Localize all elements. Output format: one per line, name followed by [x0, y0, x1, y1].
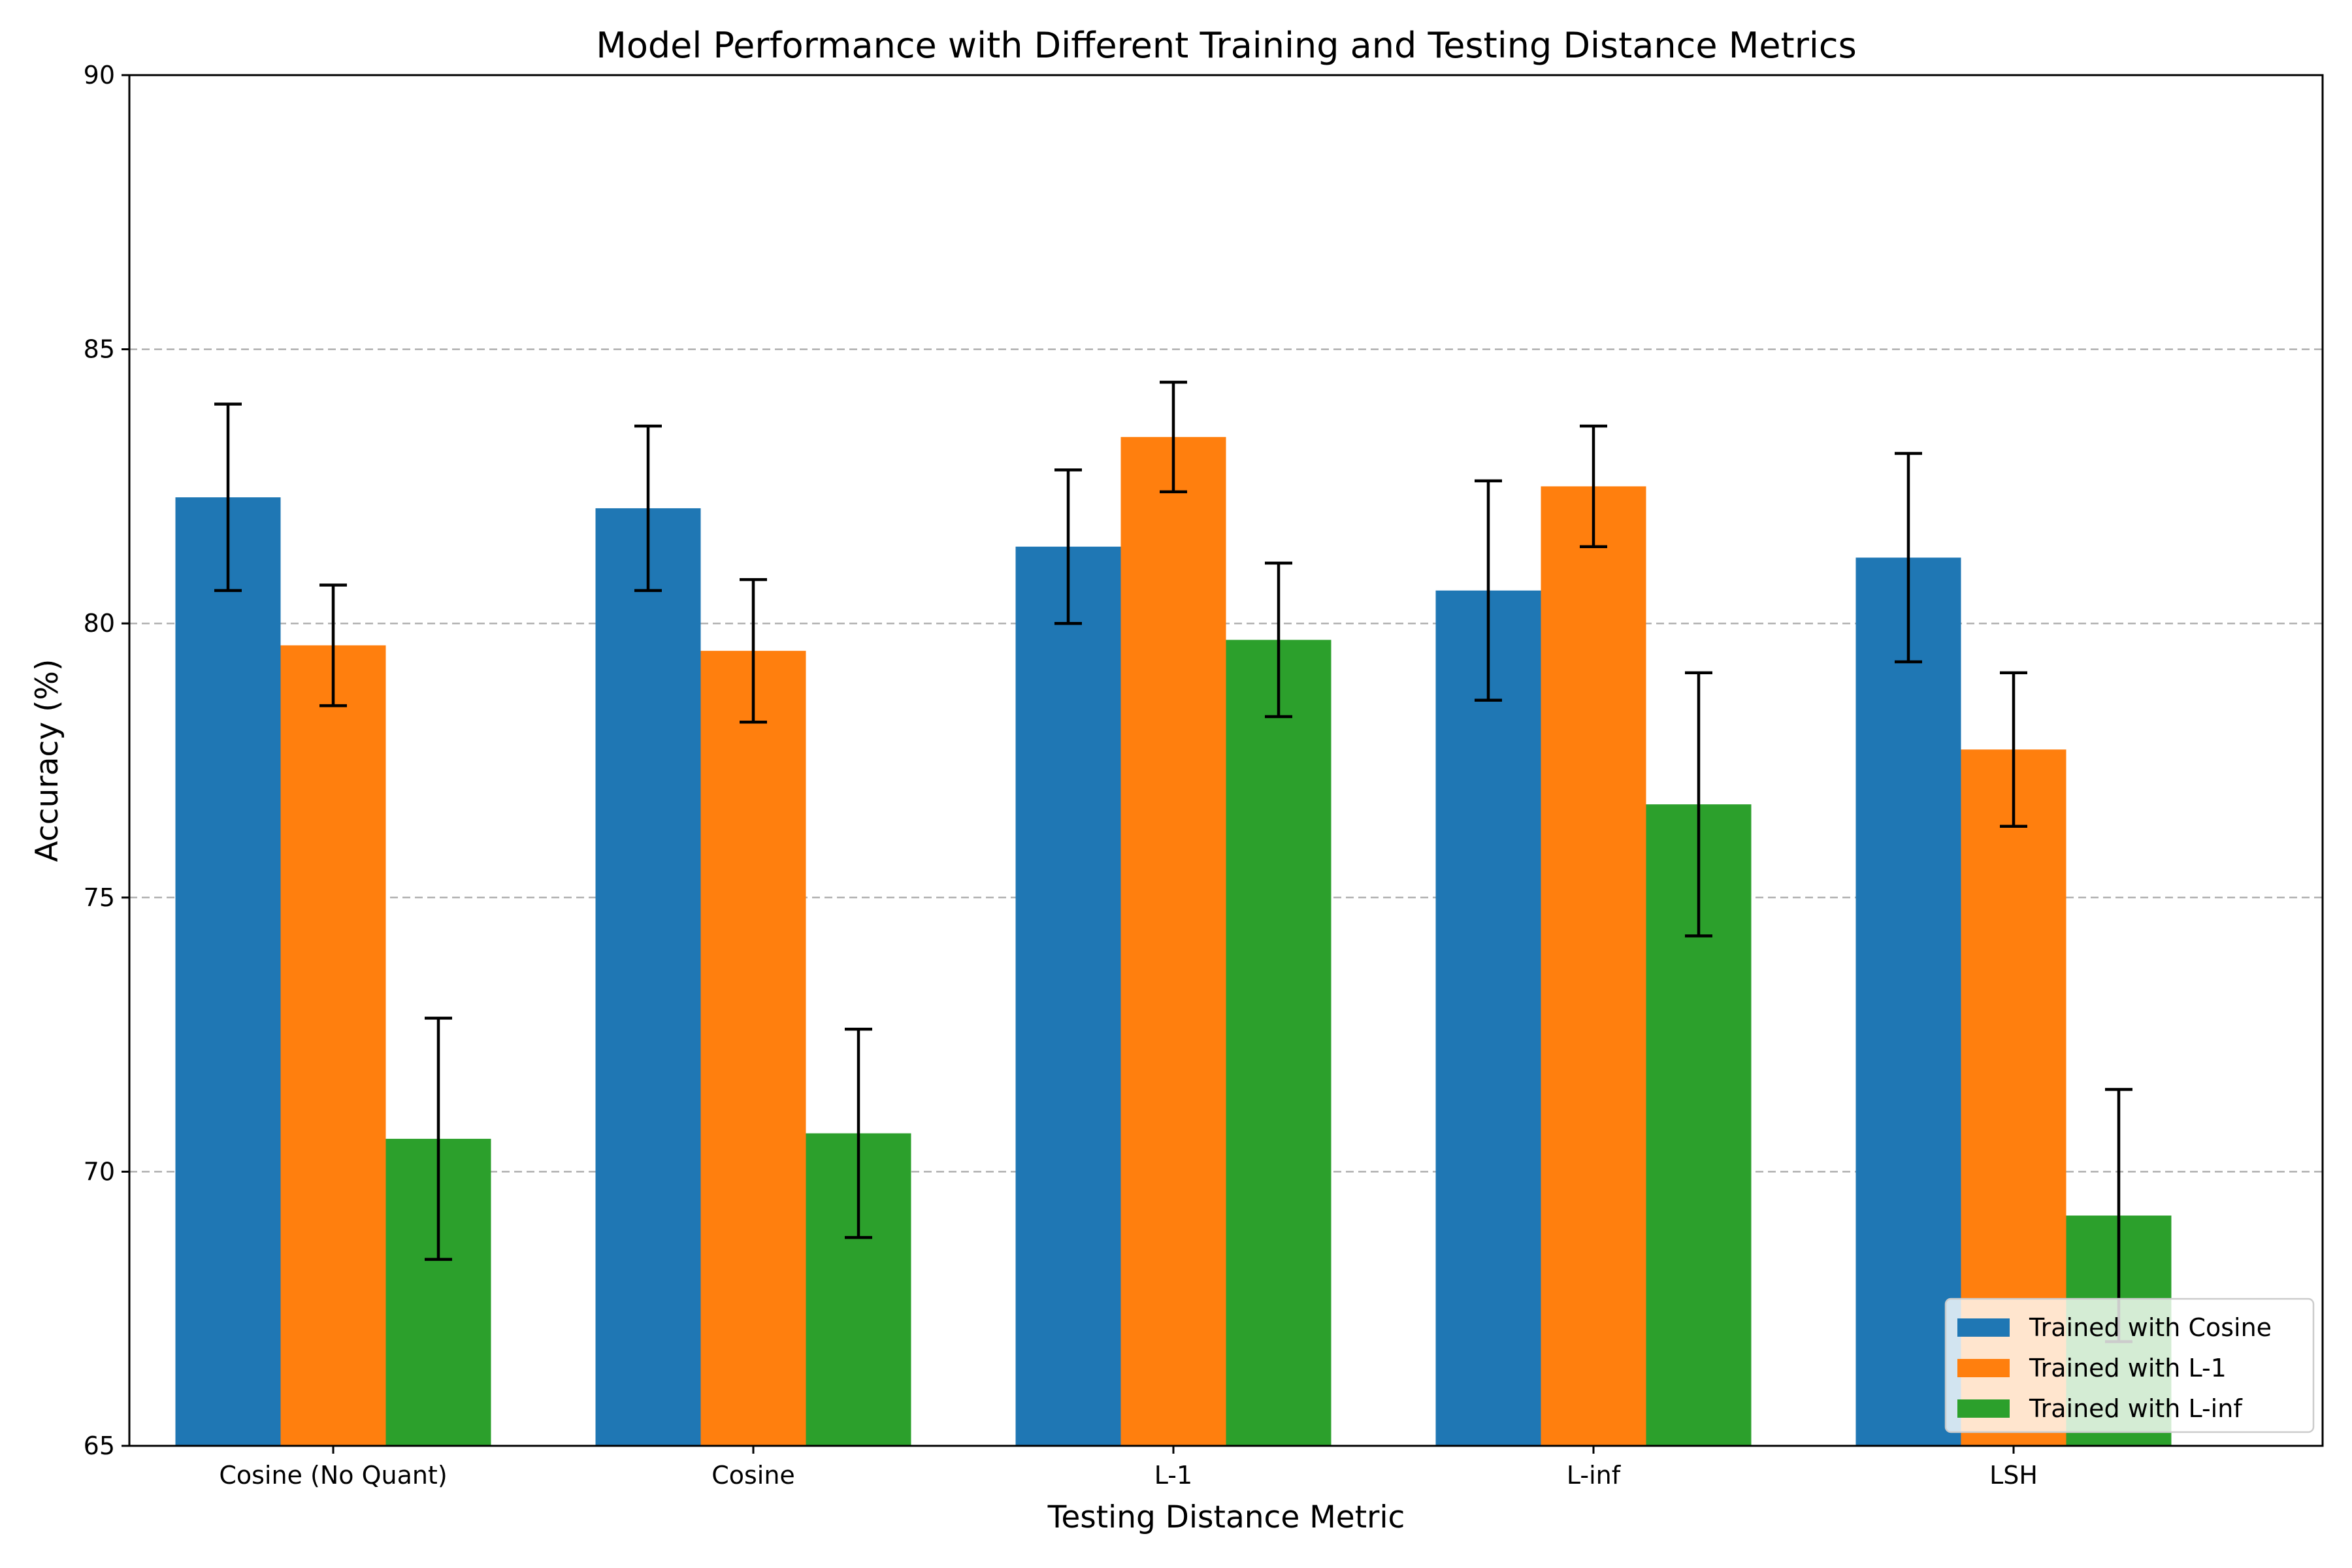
legend-label: Trained with L-inf: [2029, 1394, 2243, 1423]
y-axis-ticks: 65 70 75 80 85 90: [84, 61, 129, 1460]
x-tick-label: L-inf: [1567, 1461, 1622, 1490]
plot-area-frame: [128, 74, 2324, 1447]
legend: Trained with Cosine Trained with L-1 Train…: [1944, 1298, 2315, 1433]
x-axis-ticks: Cosine (No Quant) Cosine L-1 L-inf LSH: [219, 1446, 2038, 1490]
x-tick-label: Cosine (No Quant): [219, 1461, 447, 1490]
y-tick-label: 85: [84, 335, 115, 364]
bar: [175, 497, 281, 1446]
bar: [280, 645, 386, 1446]
y-tick-label: 75: [84, 883, 115, 912]
y-tick-label: 90: [84, 61, 115, 90]
legend-swatch: [1957, 1318, 2010, 1337]
bar: [1541, 486, 1646, 1446]
y-tick-label: 65: [84, 1431, 115, 1460]
x-tick-label: L-1: [1154, 1461, 1192, 1490]
chart-title: Model Performance with Different Trainin…: [596, 25, 1857, 66]
x-tick-label: LSH: [1989, 1461, 2038, 1490]
bar: [1226, 640, 1331, 1446]
bar: [700, 651, 806, 1446]
legend-swatch: [1957, 1359, 2010, 1377]
bars: [175, 436, 2172, 1446]
bar: [1435, 590, 1541, 1446]
legend-label: Trained with L-1: [2029, 1354, 2227, 1382]
bar: [1015, 546, 1121, 1446]
y-tick-label: 80: [84, 609, 115, 638]
x-axis-label: Testing Distance Metric: [1047, 1499, 1405, 1535]
legend-label: Trained with Cosine: [2029, 1313, 2272, 1342]
bar: [1120, 436, 1226, 1446]
legend-swatch: [1957, 1399, 2010, 1418]
y-tick-label: 70: [84, 1157, 115, 1186]
bar: [595, 508, 701, 1446]
x-tick-label: Cosine: [711, 1461, 795, 1490]
y-axis-label: Accuracy (%): [29, 659, 65, 862]
legend-box: [1944, 1298, 2315, 1433]
bar: [1855, 557, 1961, 1446]
